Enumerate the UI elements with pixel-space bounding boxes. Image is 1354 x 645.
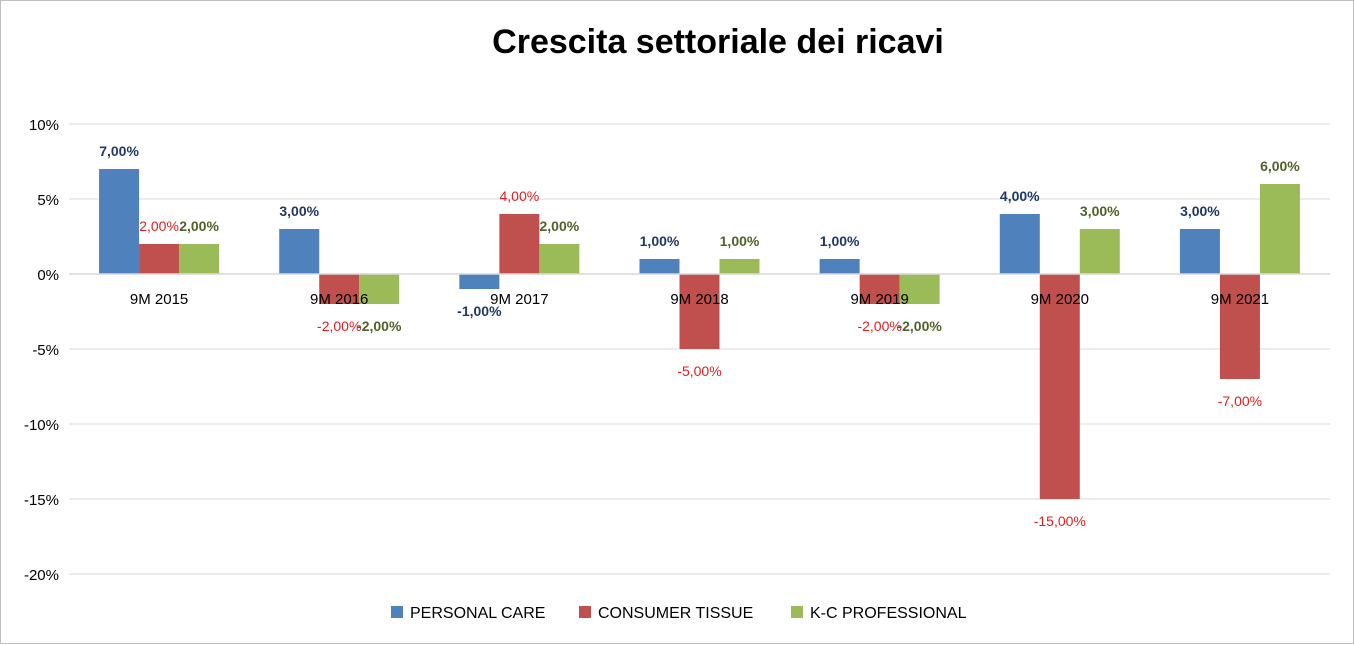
x-category-label: 9M 2020 bbox=[1031, 291, 1089, 308]
legend-label: CONSUMER TISSUE bbox=[598, 605, 753, 622]
x-category-label: 9M 2017 bbox=[490, 291, 548, 308]
data-label: -2,00% bbox=[897, 318, 942, 334]
legend-label: K-C PROFESSIONAL bbox=[810, 605, 967, 622]
data-label: 2,00% bbox=[179, 218, 219, 234]
x-category-label: 9M 2019 bbox=[850, 291, 908, 308]
x-category-label: 9M 2015 bbox=[130, 291, 188, 308]
data-label: 3,00% bbox=[1180, 203, 1220, 219]
data-label: 2,00% bbox=[139, 218, 179, 234]
data-label: 1,00% bbox=[640, 233, 680, 249]
bar bbox=[1259, 184, 1300, 274]
bar bbox=[859, 274, 900, 304]
data-label: 2,00% bbox=[540, 218, 580, 234]
bar bbox=[1079, 229, 1120, 274]
bar bbox=[279, 229, 320, 274]
data-label: -2,00% bbox=[317, 318, 361, 334]
data-label: 1,00% bbox=[720, 233, 760, 249]
bar bbox=[319, 274, 360, 304]
data-label: 3,00% bbox=[1080, 203, 1120, 219]
y-tick-label: -20% bbox=[24, 567, 59, 584]
bar bbox=[1219, 274, 1260, 379]
bar bbox=[819, 259, 860, 274]
bar bbox=[999, 214, 1040, 274]
data-label: 3,00% bbox=[279, 203, 319, 219]
bar bbox=[639, 259, 680, 274]
bar bbox=[679, 274, 720, 349]
data-label: -7,00% bbox=[1218, 393, 1262, 409]
bar bbox=[499, 214, 540, 274]
y-tick-label: 5% bbox=[37, 192, 59, 209]
data-label: 7,00% bbox=[99, 143, 139, 159]
data-label: 6,00% bbox=[1260, 158, 1300, 174]
data-label: 4,00% bbox=[1000, 188, 1040, 204]
bar bbox=[99, 169, 140, 274]
legend-swatch bbox=[391, 606, 403, 618]
data-label: -2,00% bbox=[357, 318, 402, 334]
bar bbox=[179, 244, 220, 274]
data-label: -1,00% bbox=[457, 303, 502, 319]
y-tick-label: -5% bbox=[32, 342, 59, 359]
x-category-label: 9M 2018 bbox=[670, 291, 728, 308]
bar bbox=[1039, 274, 1080, 499]
data-label: -15,00% bbox=[1034, 513, 1086, 529]
bar bbox=[899, 274, 940, 304]
bar bbox=[1179, 229, 1220, 274]
data-label: -2,00% bbox=[857, 318, 901, 334]
x-category-label: 9M 2016 bbox=[310, 291, 368, 308]
data-label: -5,00% bbox=[677, 363, 721, 379]
bar bbox=[459, 274, 500, 289]
x-category-label: 9M 2021 bbox=[1211, 291, 1269, 308]
bar bbox=[539, 244, 580, 274]
y-tick-label: 10% bbox=[29, 117, 59, 134]
bar bbox=[719, 259, 760, 274]
y-tick-label: -15% bbox=[24, 492, 59, 509]
bar bbox=[359, 274, 400, 304]
y-tick-label: 0% bbox=[37, 267, 59, 284]
chart-title: Crescita settoriale dei ricavi bbox=[492, 23, 944, 61]
legend-label: PERSONAL CARE bbox=[410, 605, 545, 622]
bar bbox=[139, 244, 180, 274]
y-tick-label: -10% bbox=[24, 417, 59, 434]
data-label: 1,00% bbox=[820, 233, 860, 249]
legend-swatch bbox=[791, 606, 803, 618]
legend-swatch bbox=[579, 606, 591, 618]
data-label: 4,00% bbox=[500, 188, 540, 204]
